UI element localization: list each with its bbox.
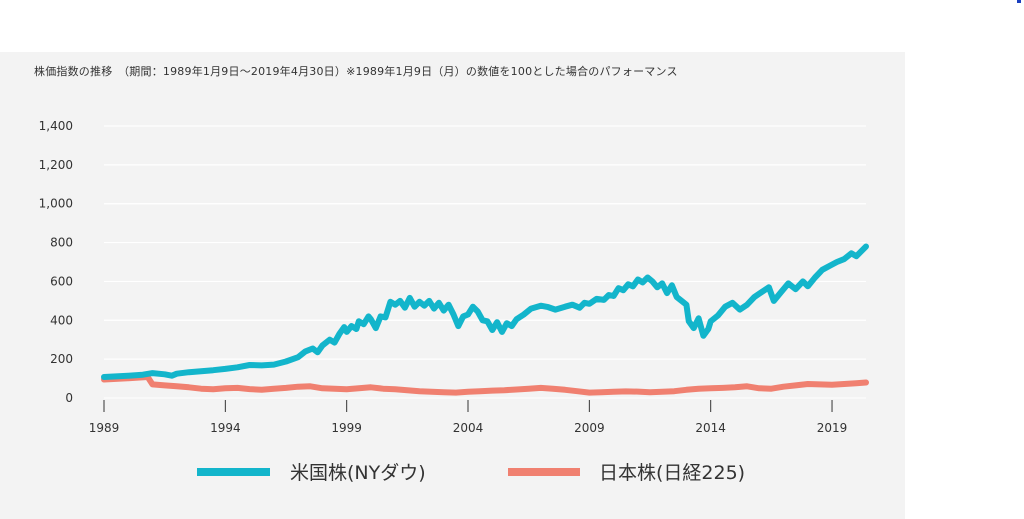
x-tick-label: 2019 bbox=[817, 421, 848, 435]
x-tick-label: 1999 bbox=[331, 421, 362, 435]
x-tick-label: 1994 bbox=[210, 421, 241, 435]
x-tick-label: 2014 bbox=[695, 421, 726, 435]
x-tick-label: 2004 bbox=[453, 421, 484, 435]
legend-label: 米国株(NYダウ) bbox=[290, 462, 426, 484]
y-axis-ticks: 0 200 400 600 800 1,000 1,200 1,400 bbox=[39, 119, 73, 405]
japan-stock-line bbox=[101, 374, 869, 396]
x-tick-label: 2009 bbox=[574, 421, 605, 435]
y-tick-label: 600 bbox=[50, 274, 73, 288]
grid-lines bbox=[104, 125, 866, 360]
y-tick-label: 0 bbox=[65, 391, 73, 405]
legend-label: 日本株(日経225) bbox=[599, 462, 745, 484]
y-tick-label: 1,400 bbox=[39, 119, 73, 133]
y-tick-label: 400 bbox=[50, 313, 73, 327]
legend: 米国株(NYダウ) 日本株(日経225) bbox=[197, 462, 745, 484]
chart-panel bbox=[0, 52, 905, 519]
y-tick-label: 200 bbox=[50, 352, 73, 366]
corner-mark bbox=[1017, 0, 1021, 3]
x-axis: 1989 1994 1999 2004 2009 2014 2019 bbox=[89, 397, 866, 435]
y-tick-label: 1,200 bbox=[39, 158, 73, 172]
chart-title: 株価指数の推移 （期間：1989年1月9日〜2019年4月30日）※1989年1… bbox=[34, 65, 678, 78]
y-tick-label: 800 bbox=[50, 236, 73, 250]
series-lines bbox=[101, 243, 869, 396]
x-tick-label: 1989 bbox=[89, 421, 120, 435]
y-tick-label: 1,000 bbox=[39, 197, 73, 211]
us-stock-line bbox=[101, 243, 869, 380]
